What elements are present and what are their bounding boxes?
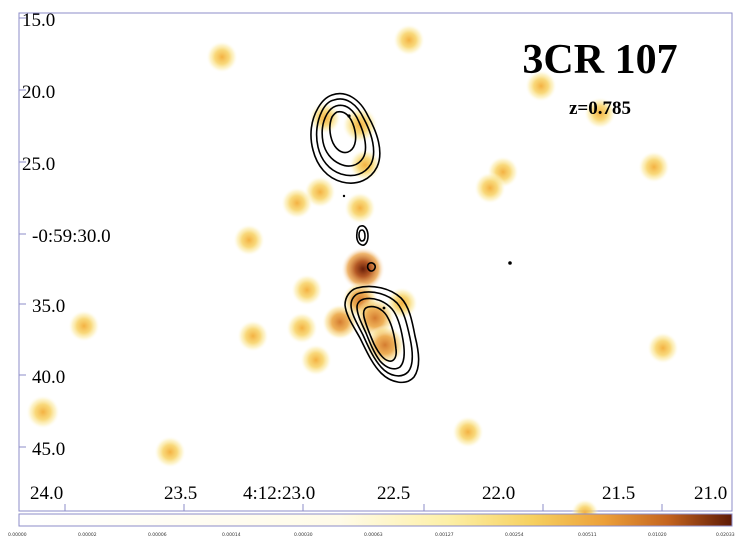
y-tick-label: 35.0 xyxy=(32,296,65,317)
y-tick-label: -0:59:30.0 xyxy=(32,226,111,247)
contour-south-lobe-inner xyxy=(356,297,406,370)
y-tick-label: 20.0 xyxy=(22,82,55,103)
x-tick-label: 23.5 xyxy=(164,483,197,504)
colorbar: 0.00000 0.00002 0.00006 0.00014 0.00030 … xyxy=(8,513,735,538)
colorbar-tick-label: 0.00063 xyxy=(364,532,383,538)
redshift-label: z=0.785 xyxy=(569,98,631,119)
source-title: 3CR 107 xyxy=(522,37,677,83)
xray-source xyxy=(474,172,506,204)
xray-source xyxy=(452,416,484,448)
contour-jet-knot-inner xyxy=(358,229,366,242)
source-marker xyxy=(508,261,512,265)
x-tick-label: 22.5 xyxy=(377,483,410,504)
colorbar-tick-label: 0.00511 xyxy=(578,532,597,538)
y-tick-label: 25.0 xyxy=(22,154,55,175)
xray-source xyxy=(300,344,332,376)
contour-core xyxy=(366,262,376,272)
contour-south-lobe-core xyxy=(362,305,397,362)
xray-source xyxy=(237,320,269,352)
xray-source xyxy=(365,325,405,365)
source-marker xyxy=(342,194,346,198)
xray-source xyxy=(233,224,265,256)
contour-south-lobe-outer xyxy=(344,285,420,384)
x-tick-label: 21.5 xyxy=(602,483,635,504)
xray-source xyxy=(281,187,313,219)
colorbar-tick-label: 0.02033 xyxy=(716,532,735,538)
xray-emission-layer xyxy=(26,24,679,527)
xray-source xyxy=(68,310,100,342)
contour-north-lobe-outer xyxy=(310,92,381,184)
x-tick-label: 24.0 xyxy=(30,483,63,504)
y-axis: 15.0 20.0 25.0 -0:59:30.0 35.0 40.0 45.0 xyxy=(19,10,111,460)
colorbar-tick-label: 0.00014 xyxy=(222,532,241,538)
x-tick-label: 21.0 xyxy=(694,483,727,504)
x-tick-label: 22.0 xyxy=(482,483,515,504)
source-marker xyxy=(382,306,386,310)
xray-source xyxy=(206,41,238,73)
xray-source xyxy=(344,192,376,224)
x-tick-label: 4:12:23.0 xyxy=(243,483,315,504)
xray-source xyxy=(286,312,318,344)
colorbar-tick-label: 0.01020 xyxy=(648,532,667,538)
contour-north-lobe-mid xyxy=(315,98,375,177)
xray-source xyxy=(647,332,679,364)
y-tick-label: 45.0 xyxy=(32,439,65,460)
xray-source xyxy=(584,97,616,129)
contour-jet-knot xyxy=(355,225,369,246)
xray-source xyxy=(638,151,670,183)
xray-source xyxy=(154,436,186,468)
y-tick-label: 15.0 xyxy=(22,10,55,31)
xray-source xyxy=(291,274,323,306)
xray-source xyxy=(341,247,385,291)
colorbar-tick-label: 0.00006 xyxy=(148,532,167,538)
colorbar-tick-label: 0.00000 xyxy=(8,532,27,538)
colorbar-tick-label: 0.00030 xyxy=(294,532,313,538)
xray-source xyxy=(525,70,557,102)
contour-south-lobe-mid xyxy=(350,291,414,377)
colorbar-tick-label: 0.00002 xyxy=(78,532,97,538)
contour-north-lobe-inner xyxy=(321,104,367,167)
xray-source xyxy=(393,24,425,56)
colorbar-tick-label: 0.00254 xyxy=(505,532,524,538)
x-axis: 24.0 23.5 4:12:23.0 22.5 22.0 21.5 21.0 xyxy=(30,483,727,511)
source-marker xyxy=(347,114,351,118)
colorbar-tick-label: 0.00127 xyxy=(435,532,454,538)
xray-source xyxy=(26,395,60,429)
colorbar-strip xyxy=(18,513,733,527)
radio-contours xyxy=(310,92,420,384)
y-tick-label: 40.0 xyxy=(32,367,65,388)
contour-north-lobe-core xyxy=(329,110,357,154)
